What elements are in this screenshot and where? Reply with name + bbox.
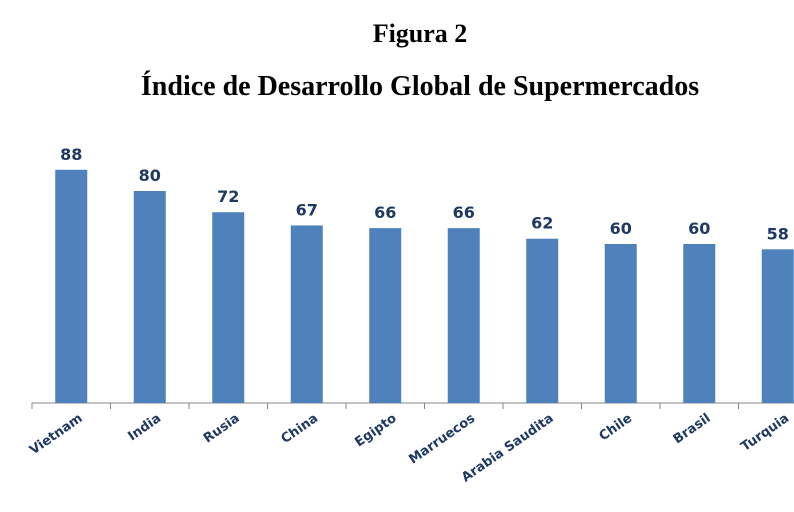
- x-tick-label: Egipto: [352, 411, 399, 450]
- chart-subtitle: Índice de Desarrollo Global de Supermerc…: [141, 71, 699, 102]
- bar: [369, 228, 402, 403]
- x-tick-label: Marruecos: [406, 411, 478, 468]
- bar: [290, 225, 323, 403]
- bar: [55, 169, 88, 403]
- data-label: 58: [767, 224, 789, 243]
- data-label: 67: [296, 200, 318, 219]
- data-label: 66: [374, 203, 396, 222]
- bar: [761, 249, 794, 403]
- x-tick-label: Vietnam: [27, 411, 85, 458]
- data-label: 80: [139, 166, 161, 185]
- bar: [447, 228, 480, 403]
- bar: [683, 244, 716, 403]
- bar: [526, 238, 559, 403]
- bar: [212, 212, 245, 403]
- bar: [133, 191, 166, 403]
- data-label: 88: [60, 145, 82, 164]
- x-tick-label: Chile: [597, 411, 636, 444]
- x-tick-label: Turquia: [738, 411, 792, 455]
- data-label: 66: [453, 203, 475, 222]
- data-label: 62: [531, 214, 553, 233]
- x-tick-label: Brasil: [671, 411, 714, 447]
- data-label: 72: [217, 187, 239, 206]
- bar: [604, 244, 637, 403]
- data-label: 60: [610, 219, 632, 238]
- chart-title: Figura 2: [373, 19, 468, 48]
- x-tick-label: India: [125, 411, 164, 444]
- data-label: 60: [688, 219, 710, 238]
- x-tick-label: China: [279, 411, 321, 447]
- x-tick-label: Rusia: [201, 411, 243, 446]
